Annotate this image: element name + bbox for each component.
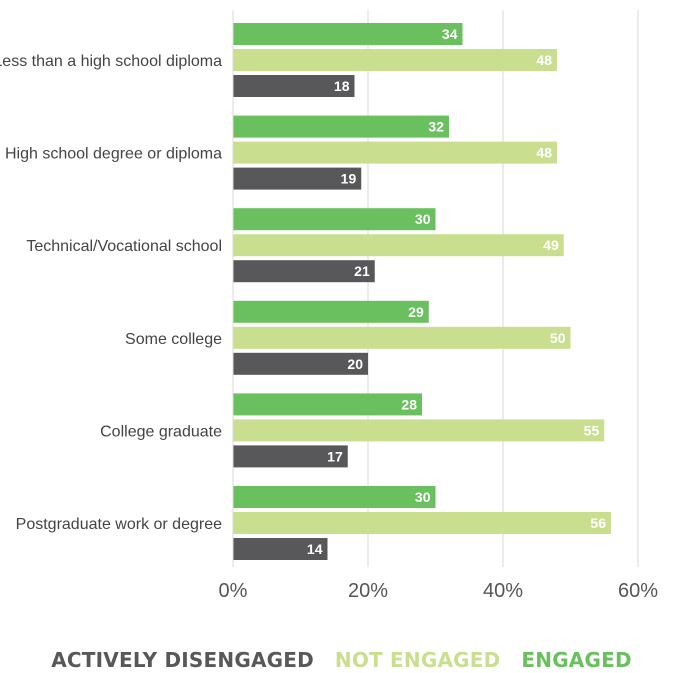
category-label: Technical/Vocational school <box>26 238 222 255</box>
bar <box>233 486 436 508</box>
data-label: 17 <box>327 448 343 464</box>
data-label: 56 <box>590 515 606 531</box>
bar <box>233 393 422 416</box>
x-tick-label: 60% <box>618 580 658 602</box>
category-label: High school degree or diploma <box>5 146 222 163</box>
bar <box>233 445 348 468</box>
data-label: 14 <box>307 541 323 557</box>
data-label: 28 <box>401 396 417 412</box>
category-label: Less than a high school diploma <box>0 53 222 70</box>
x-tick-label: 40% <box>483 580 523 602</box>
data-label: 20 <box>347 356 363 372</box>
data-label: 30 <box>415 211 431 227</box>
data-label: 48 <box>536 52 552 68</box>
bar <box>233 260 375 283</box>
bar <box>233 23 463 45</box>
labels: 0% 20% 40% 60% 34 48 18 Less than a high school… <box>0 26 658 602</box>
category-label: Postgraduate work or degree <box>16 516 222 533</box>
data-label: 30 <box>415 489 431 505</box>
bars <box>233 23 611 560</box>
grid-lines <box>367 10 639 567</box>
bar <box>233 208 436 231</box>
data-label: 55 <box>584 422 600 438</box>
data-label: 49 <box>543 237 559 253</box>
category-label: Some college <box>125 331 222 348</box>
data-label: 18 <box>334 78 350 94</box>
data-label: 21 <box>354 263 370 279</box>
bar <box>233 167 362 190</box>
legend-actively-disengaged: ACTIVELY DISENGAGED <box>51 648 314 672</box>
bar <box>233 75 355 97</box>
bar <box>233 352 368 375</box>
category-label: College graduate <box>100 423 222 440</box>
data-label: 50 <box>550 330 566 346</box>
bar <box>233 49 557 71</box>
legend-not-engaged: NOT ENGAGED <box>334 648 501 672</box>
data-label: 29 <box>408 304 424 320</box>
data-label: 32 <box>428 119 444 135</box>
data-label: 19 <box>341 171 357 187</box>
data-label: 34 <box>442 26 458 42</box>
bar <box>233 512 611 534</box>
bar <box>233 234 564 257</box>
data-label: 48 <box>536 145 552 161</box>
legend: ACTIVELY DISENGAGED NOT ENGAGED ENGAGED <box>0 648 683 672</box>
bar <box>233 141 557 164</box>
x-tick-label: 0% <box>219 580 248 602</box>
legend-engaged: ENGAGED <box>521 648 632 672</box>
x-tick-label: 20% <box>348 580 388 602</box>
bar <box>233 419 605 442</box>
bar <box>233 300 429 323</box>
bar <box>233 538 328 560</box>
bar <box>233 326 571 349</box>
bar <box>233 115 449 138</box>
